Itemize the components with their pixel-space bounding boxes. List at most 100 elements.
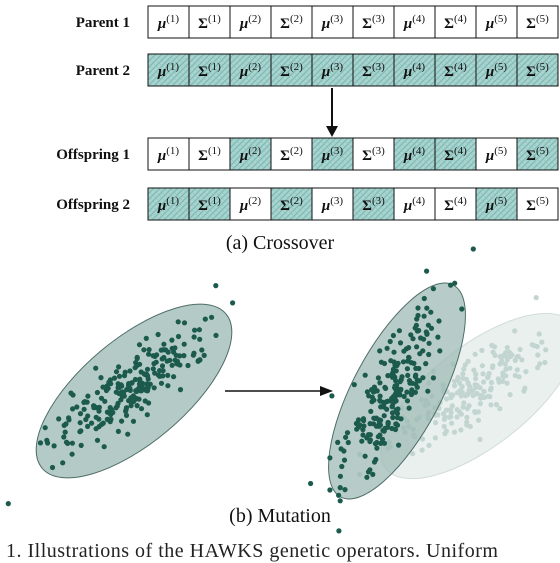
cluster-point [408,360,414,366]
gene-cell [270,5,313,39]
cluster-point [414,377,420,383]
cluster-point [61,434,67,440]
cluster-point [467,423,473,430]
cluster-point [195,358,201,364]
gene-cell [352,5,395,39]
cluster-point [213,283,219,289]
cluster-point [515,353,521,360]
crossover-arrow [326,88,338,137]
cluster-point [419,447,425,453]
cluster-point [477,436,483,442]
cluster-point [517,346,523,352]
cluster-point [142,398,148,404]
cluster-point [425,388,431,394]
cluster-point [121,373,128,379]
cluster-point [96,408,102,414]
gene-cell [434,137,477,171]
gene-cell [434,53,477,87]
cluster-point [150,353,156,359]
cluster-point [134,403,140,409]
cluster-point [489,364,496,371]
cluster-point [414,384,420,390]
cluster-point [5,501,11,507]
cluster-point [115,381,121,387]
gene-label: Σ(5) [526,145,549,164]
cluster-point [113,369,120,375]
cluster-point [169,337,175,343]
cluster-point [115,428,121,434]
cluster-point [146,351,152,357]
cluster-point [116,373,123,379]
cluster-point [62,429,68,435]
cluster-point [174,361,180,367]
cluster-point [470,246,476,252]
cluster-point [155,331,161,338]
cluster-point [93,414,99,420]
cluster-point [477,401,483,407]
cluster-point [503,366,509,372]
cluster-point [123,412,130,418]
cluster-point [472,382,478,388]
cluster-point [471,367,477,373]
cluster-point [177,387,184,393]
cluster-point [357,422,363,428]
cluster-point [143,335,149,341]
cluster-point [365,469,372,475]
cluster-point [393,378,399,384]
gene-cell [270,53,313,87]
cluster-point [425,322,431,328]
gene-cell [393,53,436,87]
cluster-point [125,431,131,437]
gene-label: μ(2) [239,145,262,164]
cluster-point [536,331,542,337]
cluster-point [448,410,454,416]
cluster-point [85,393,91,399]
cluster-point [63,421,69,427]
cluster-point [78,442,84,448]
gene-cell [352,137,395,171]
gene-label: Σ(3) [362,195,385,214]
gene-cell [147,5,190,39]
cluster-point [396,442,402,448]
cluster-point [389,404,395,410]
cluster-point [378,440,384,446]
cluster-point [543,347,549,353]
cluster-point [150,366,156,372]
gene-cell [188,137,231,171]
cluster-point [454,414,460,420]
figure-footer-text: 1. Illustrations of the HAWKS genetic op… [6,540,499,562]
cluster-point [172,345,178,351]
cluster-point [119,418,125,424]
cluster-mutated-points [308,246,476,534]
cluster-point [160,368,166,374]
cluster-point [123,408,129,414]
cluster-point [533,295,539,301]
cluster-point [108,381,114,387]
gene-label: Σ(3) [362,13,385,32]
cluster-point [442,431,448,437]
cluster-point [132,365,138,371]
cluster-point [451,383,458,389]
cluster-point [158,380,165,386]
cluster-point [165,383,171,389]
gene-label: μ(3) [321,61,344,80]
cluster-point [146,347,152,353]
cluster-point [107,377,113,383]
cluster-point [167,357,173,363]
cluster-point [144,366,151,372]
cluster-point [473,376,479,382]
cluster-point [354,426,360,432]
cluster-point [77,420,83,426]
cluster-point [337,498,343,504]
cluster-point [137,376,143,382]
gene-cell [475,53,518,87]
cluster-point [359,438,365,444]
cluster-point [367,437,373,443]
cluster-point [355,417,362,423]
cluster-point [457,380,463,386]
cluster-point [464,405,470,412]
cluster-point [104,409,110,415]
gene-cell [475,5,518,39]
cluster-point [368,408,374,414]
